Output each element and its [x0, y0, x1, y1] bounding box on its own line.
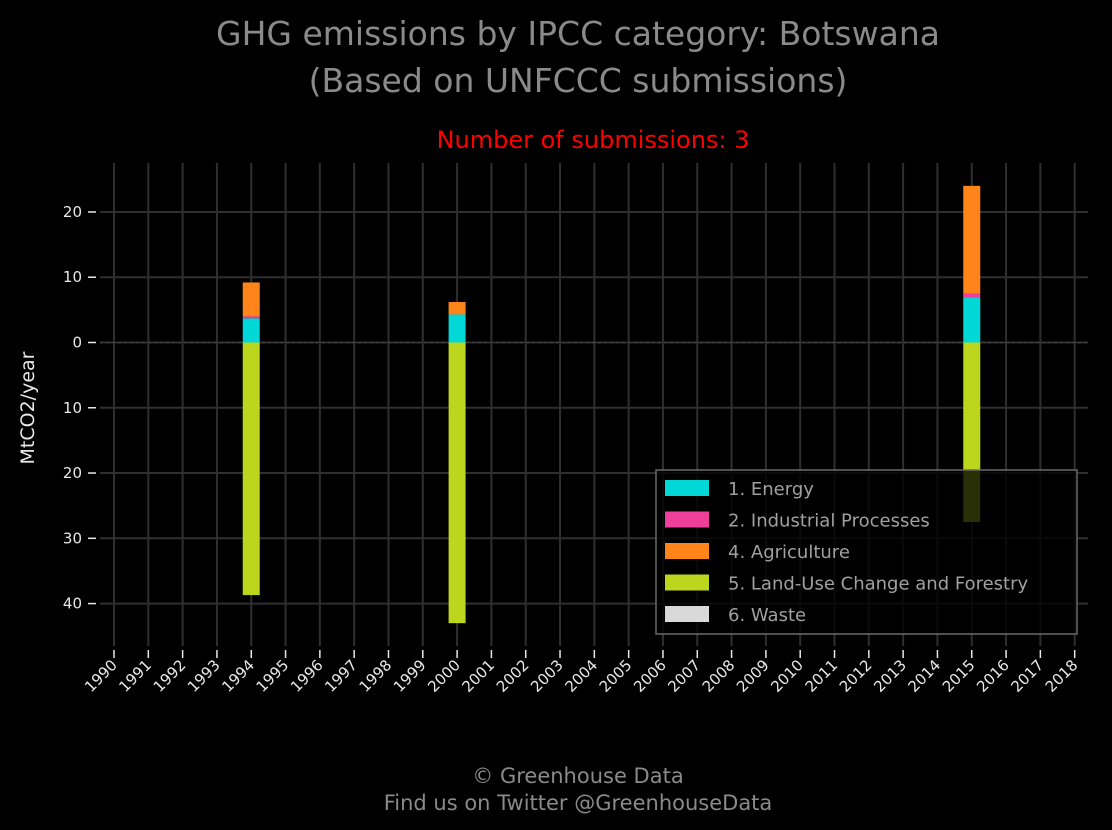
x-tick-label-1995: 1995: [253, 656, 293, 696]
y-tick-label-10: 10: [63, 268, 82, 286]
x-tick-label-2013: 2013: [870, 656, 910, 696]
bar-1994-agriculture: [242, 282, 260, 317]
x-tick-label-2000: 2000: [424, 656, 464, 696]
bar-1994-energy: [242, 318, 260, 343]
x-tick-label-2018: 2018: [1042, 656, 1082, 696]
bar-2000-energy: [448, 314, 466, 343]
x-tick-label-1992: 1992: [150, 656, 190, 696]
x-tick-label-2009: 2009: [733, 656, 773, 696]
x-tick-label-2011: 2011: [802, 656, 842, 696]
legend-swatch-energy: [665, 480, 709, 496]
chart-subtitle: Number of submissions: 3: [437, 126, 750, 154]
legend-label-energy: 1. Energy: [728, 479, 814, 500]
bar-2000-land-use-change-and-forestry: [448, 342, 466, 624]
legend-swatch-land-use-change-and-forestry: [665, 574, 709, 591]
y-tick-label--20: ​20: [63, 464, 82, 482]
legend: 1. Energy 2. Industrial Processes 4. Agric…: [655, 469, 1078, 635]
x-tick-label-1991: 1991: [115, 656, 155, 696]
x-tick-label-1994: 1994: [218, 656, 258, 696]
bar-2000-agriculture: [448, 302, 466, 315]
legend-swatch-industrial-processes: [665, 511, 709, 528]
x-tick-label-1998: 1998: [356, 656, 396, 696]
x-tick-label-2005: 2005: [596, 656, 636, 696]
x-tick-label-2017: 2017: [1007, 656, 1047, 696]
bar-2015-agriculture: [963, 185, 981, 294]
x-tick-label-2002: 2002: [493, 656, 533, 696]
x-tick-label-1997: 1997: [321, 656, 361, 696]
legend-label-waste: 6. Waste: [728, 605, 806, 626]
x-tick-label-1996: 1996: [287, 656, 327, 696]
x-tick-label-2007: 2007: [664, 656, 704, 696]
legend-swatch-waste: [665, 606, 709, 622]
y-tick-label-20: 20: [63, 203, 82, 221]
x-tick-label-2012: 2012: [836, 656, 876, 696]
x-tick-label-2015: 2015: [939, 656, 979, 696]
y-tick-label--30: ​30: [63, 529, 82, 547]
x-tick-label-2003: 2003: [527, 656, 567, 696]
bar-1994-industrial-processes: [242, 316, 260, 319]
legend-label-agriculture: 4. Agriculture: [728, 542, 850, 563]
y-axis-label: MtCO2/year: [17, 351, 39, 464]
footer-twitter: Find us on Twitter @GreenhouseData: [384, 791, 773, 815]
x-tick-label-1999: 1999: [390, 656, 430, 696]
footer-copyright: © Greenhouse Data: [472, 764, 683, 788]
x-tick-label-2001: 2001: [459, 656, 499, 696]
legend-box: [655, 469, 1078, 635]
x-tick-label-2016: 2016: [973, 656, 1013, 696]
y-tick-label-0: 0: [72, 333, 82, 351]
x-tick-label-2014: 2014: [905, 656, 945, 696]
bar-2015-industrial-processes: [963, 293, 981, 298]
x-tick-label-1993: 1993: [184, 656, 224, 696]
bar-1994-land-use-change-and-forestry: [242, 342, 260, 596]
x-tick-label-2006: 2006: [630, 656, 670, 696]
chart-title-line2: (Based on UNFCCC submissions): [309, 61, 848, 100]
x-tick-label-2004: 2004: [561, 656, 601, 696]
legend-label-industrial-processes: 2. Industrial Processes: [728, 511, 930, 532]
x-tick-label-2010: 2010: [767, 656, 807, 696]
x-tick-label-2008: 2008: [699, 656, 739, 696]
bar-2015-energy: [963, 297, 981, 343]
x-tick-label-1990: 1990: [81, 656, 121, 696]
legend-label-land-use-change-and-forestry: 5. Land-Use Change and Forestry: [728, 574, 1028, 595]
chart-title-line1: GHG emissions by IPCC category: Botswana: [216, 14, 940, 53]
y-tick-label--10: ​10: [63, 399, 82, 417]
y-tick-label--40: ​40: [63, 595, 82, 613]
legend-swatch-agriculture: [665, 543, 709, 559]
